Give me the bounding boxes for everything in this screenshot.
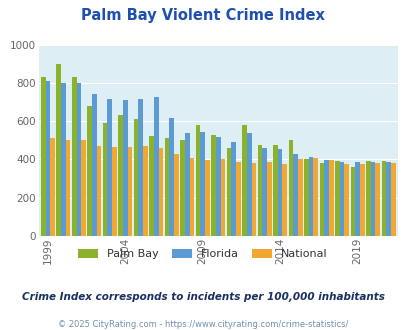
Text: Palm Bay Violent Crime Index: Palm Bay Violent Crime Index	[81, 8, 324, 23]
Bar	[81, 140, 85, 236]
Bar	[350, 167, 354, 236]
Bar	[205, 160, 209, 236]
Text: Crime Index corresponds to incidents per 100,000 inhabitants: Crime Index corresponds to incidents per…	[21, 292, 384, 302]
Bar	[313, 158, 318, 236]
Bar	[211, 135, 215, 236]
Bar	[174, 154, 178, 236]
Bar	[242, 125, 246, 236]
Bar	[339, 162, 343, 236]
Bar	[288, 140, 293, 236]
Bar	[370, 162, 375, 236]
Bar	[220, 159, 225, 236]
Bar	[273, 145, 277, 236]
Bar	[282, 164, 286, 236]
Bar	[102, 123, 107, 236]
Bar	[251, 163, 256, 236]
Bar	[343, 164, 348, 236]
Bar	[354, 162, 359, 236]
Bar	[303, 159, 308, 236]
Bar	[262, 148, 266, 236]
Bar	[56, 64, 61, 236]
Bar	[257, 145, 262, 236]
Bar	[390, 163, 394, 236]
Bar	[195, 125, 200, 236]
Text: © 2025 CityRating.com - https://www.cityrating.com/crime-statistics/: © 2025 CityRating.com - https://www.city…	[58, 320, 347, 329]
Bar	[107, 99, 112, 236]
Bar	[385, 162, 390, 236]
Bar	[96, 146, 101, 236]
Bar	[184, 133, 189, 236]
Bar	[381, 161, 385, 236]
Bar	[375, 163, 379, 236]
Bar	[293, 154, 297, 236]
Bar	[50, 138, 55, 236]
Bar	[319, 163, 324, 236]
Bar	[41, 77, 45, 236]
Bar	[308, 157, 313, 236]
Bar	[335, 161, 339, 236]
Bar	[143, 146, 147, 236]
Bar	[149, 136, 153, 236]
Bar	[72, 77, 76, 236]
Bar	[226, 148, 231, 236]
Bar	[61, 83, 66, 236]
Bar	[118, 115, 123, 236]
Bar	[359, 164, 364, 236]
Bar	[45, 81, 50, 236]
Bar	[266, 162, 271, 236]
Bar	[66, 140, 70, 236]
Bar	[138, 99, 143, 236]
Bar	[169, 118, 174, 236]
Bar	[189, 158, 194, 236]
Bar	[87, 106, 92, 236]
Bar	[180, 140, 184, 236]
Bar	[134, 119, 138, 236]
Bar	[235, 162, 240, 236]
Bar	[153, 97, 158, 236]
Bar	[246, 133, 251, 236]
Bar	[324, 160, 328, 236]
Bar	[76, 83, 81, 236]
Bar	[215, 137, 220, 236]
Bar	[297, 159, 302, 236]
Bar	[123, 100, 127, 236]
Bar	[328, 160, 333, 236]
Bar	[365, 161, 370, 236]
Legend: Palm Bay, Florida, National: Palm Bay, Florida, National	[74, 244, 331, 263]
Bar	[164, 138, 169, 236]
Bar	[92, 94, 96, 236]
Bar	[277, 149, 282, 236]
Bar	[158, 148, 163, 236]
Bar	[112, 147, 117, 236]
Bar	[200, 132, 205, 236]
Bar	[231, 142, 235, 236]
Bar	[127, 147, 132, 236]
